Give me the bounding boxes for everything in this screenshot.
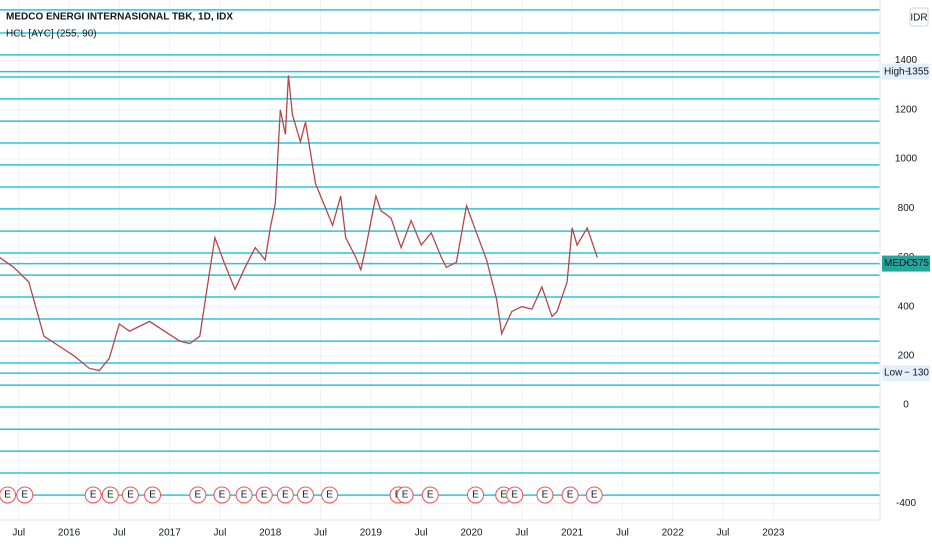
chart-title: MEDCO ENERGI INTERNASIONAL TBK, 1D, IDX xyxy=(6,12,233,23)
x-tick-label: Jul xyxy=(314,528,327,539)
levels xyxy=(0,9,880,496)
earnings-label: E xyxy=(567,490,574,501)
earnings-label: E xyxy=(149,490,156,501)
earnings-label: E xyxy=(282,490,289,501)
y-tick-label: 1000 xyxy=(895,154,918,165)
x-tick-label: Jul xyxy=(214,528,227,539)
y-tick-label: 200 xyxy=(898,350,915,361)
x-tick-label: 2018 xyxy=(259,528,282,539)
x-tick-label: Jul xyxy=(12,528,25,539)
earnings-label: E xyxy=(427,490,434,501)
earnings-label: E xyxy=(219,490,226,501)
y-tick-label: 400 xyxy=(898,301,915,312)
plot: EEEEEEEEEEEEEEEEEEEEEE xyxy=(0,75,603,504)
earnings-label: E xyxy=(402,490,409,501)
earnings-marker xyxy=(561,486,579,504)
earnings-label: E xyxy=(542,490,549,501)
x-tick-label: 2021 xyxy=(561,528,584,539)
x-tick-label: Jul xyxy=(415,528,428,539)
earnings-label: E xyxy=(261,490,268,501)
earnings-label: E xyxy=(591,490,598,501)
x-tick-label: 2023 xyxy=(762,528,785,539)
earnings-label: E xyxy=(500,490,507,501)
currency-box[interactable] xyxy=(909,7,929,27)
earnings-label: E xyxy=(302,490,309,501)
price-tag-dash: − xyxy=(904,258,910,269)
y-tick-label: 0 xyxy=(903,400,909,411)
price-tag-value: 130 xyxy=(912,368,929,379)
x-tick-label: 2017 xyxy=(159,528,182,539)
price-tag-dash: − xyxy=(904,368,910,379)
earnings-marker xyxy=(189,486,207,504)
price-line xyxy=(0,75,598,372)
earnings-label: E xyxy=(326,490,333,501)
currency[interactable]: IDR xyxy=(910,13,927,24)
earnings-marker xyxy=(235,486,253,504)
earnings-label: E xyxy=(472,490,479,501)
earnings-marker xyxy=(467,486,485,504)
x-tick-label: Jul xyxy=(515,528,528,539)
x-tick-label: Jul xyxy=(113,528,126,539)
y-tick-label: -400 xyxy=(896,498,916,509)
earnings-label: E xyxy=(511,490,518,501)
earnings-marker xyxy=(101,486,119,504)
earnings-marker xyxy=(84,486,102,504)
earnings-marker xyxy=(506,486,524,504)
earnings-marker xyxy=(421,486,439,504)
earnings-marker xyxy=(585,486,603,504)
y-tick-label: 800 xyxy=(898,203,915,214)
x-tick-label: 2022 xyxy=(662,528,685,539)
price-tag-value: 575 xyxy=(912,258,929,269)
earnings-marker xyxy=(213,486,231,504)
price-tag-name: MEDC xyxy=(884,258,913,269)
earnings-marker xyxy=(16,486,34,504)
y-tick-label: 1200 xyxy=(895,104,918,115)
indicator-label: HCL [AYC] (255, 90) xyxy=(6,29,97,40)
y-tick-label: 1400 xyxy=(895,55,918,66)
earnings-marker xyxy=(255,486,273,504)
axes: Jul 2016 Jul 2017 Jul 2018 Jul 2019 Jul 2020 Jul 20… xyxy=(12,55,930,539)
earnings-label: E xyxy=(107,490,114,501)
x-tick-label: 2016 xyxy=(58,528,81,539)
earnings-label: E xyxy=(127,490,134,501)
earnings-marker xyxy=(536,486,554,504)
price-tag-name: Low xyxy=(884,368,903,379)
price-tag xyxy=(882,255,930,272)
x-tick-label: Jul xyxy=(616,528,629,539)
price-tag-name: High xyxy=(884,66,905,77)
x-tick-label: Jul xyxy=(717,528,730,539)
x-tick-label: 2019 xyxy=(360,528,383,539)
earnings-marker xyxy=(276,486,294,504)
earnings-label: E xyxy=(90,490,97,501)
earnings-marker xyxy=(396,486,414,504)
earnings-label: E xyxy=(21,490,28,501)
earnings-marker xyxy=(321,486,339,504)
earnings-marker xyxy=(296,486,314,504)
earnings-label: E xyxy=(241,490,248,501)
price-tag-dash: − xyxy=(904,66,910,77)
earnings-marker xyxy=(144,486,162,504)
earnings-marker xyxy=(0,486,17,504)
price-tag xyxy=(882,63,930,80)
earnings-label: E xyxy=(4,490,11,501)
earnings-label: E xyxy=(194,490,201,501)
price-tag xyxy=(882,365,930,382)
x-tick-label: 2020 xyxy=(460,528,483,539)
earnings-marker xyxy=(121,486,139,504)
price-tag-value: 1355 xyxy=(907,66,930,77)
